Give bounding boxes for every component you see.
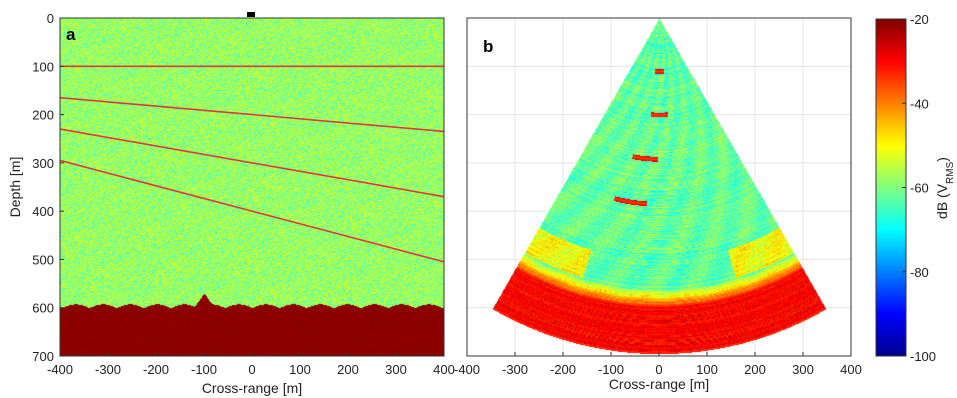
panel-a-x-tick-label: 300 (385, 362, 407, 377)
colorbar-label-sub: RMS (945, 161, 956, 184)
panel-a-y-ticks: 0 100 200 300 400 500 600 700 (32, 11, 64, 364)
panel-b-x-tick-label: 100 (696, 362, 718, 377)
panel-a-x-tick-label: -300 (95, 362, 121, 377)
panel-a-y-tick-label: 200 (32, 108, 54, 123)
panel-a-x-tick-label: 0 (248, 362, 255, 377)
panel-b-x-tick-label: 200 (744, 362, 766, 377)
panel-a-y-tick-label: 0 (47, 11, 54, 26)
panel-b-x-ticks: -400 -300 -200 -100 0 100 200 300 400 (454, 352, 862, 377)
panel-a-letter: a (66, 25, 76, 44)
panel-b-x-tick-label: 0 (655, 362, 662, 377)
panel-a-top-marker (247, 12, 255, 17)
panel-a: -400 -300 -200 -100 0 100 200 300 400 0 100 200 300… (7, 11, 455, 396)
panel-b-x-tick-label: -200 (550, 362, 576, 377)
panel-b-x-label: Cross-range [m] (609, 376, 709, 392)
colorbar-ticks: -20 -40 -60 -80 -100 (902, 12, 936, 364)
panel-a-x-tick-label: -100 (191, 362, 217, 377)
panel-a-y-tick-label: 600 (32, 301, 54, 316)
panel-b: -400 -300 -200 -100 0 100 200 300 400 b Cross-ra… (454, 17, 862, 392)
panel-a-y-tick-label: 400 (32, 204, 54, 219)
panel-b-x-tick-label: -400 (454, 362, 480, 377)
panel-b-image (467, 18, 851, 356)
panel-a-x-tick-label: 400 (433, 362, 455, 377)
panel-a-y-tick-label: 700 (32, 349, 54, 364)
colorbar: -20 -40 -60 -80 -100 dB (VRMS) (875, 12, 956, 364)
panel-a-reflector-lines (60, 65, 444, 263)
panel-a-noise-image (60, 18, 444, 356)
colorbar-tick-label: -60 (910, 181, 929, 196)
panel-b-x-tick-label: 300 (792, 362, 814, 377)
colorbar-label-main: dB (V (934, 183, 950, 219)
panel-b-x-tick-label: -300 (502, 362, 528, 377)
colorbar-tick-label: -40 (910, 96, 929, 111)
panel-b-sector-image (467, 18, 851, 356)
colorbar-tick-label: -20 (910, 12, 929, 27)
panel-a-y-tick-label: 300 (32, 156, 54, 171)
panel-b-x-tick-label: 400 (840, 362, 862, 377)
panel-a-x-tick-label: -200 (143, 362, 169, 377)
reflector-line-2 (60, 96, 444, 133)
panel-a-y-tick-label: 100 (32, 59, 54, 74)
colorbar-tick-label: -80 (910, 265, 929, 280)
reflector-line-4 (60, 159, 444, 263)
panel-a-x-tick-label: 200 (337, 362, 359, 377)
reflector-line-3 (60, 128, 444, 198)
colorbar-bar (875, 18, 907, 357)
panel-a-y-tick-label: 500 (32, 252, 54, 267)
panel-a-x-ticks: -400 -300 -200 -100 0 100 200 300 400 (47, 352, 455, 377)
panel-a-y-label: Depth [m] (7, 157, 23, 218)
panel-b-x-tick-label: -100 (598, 362, 624, 377)
panel-a-x-tick-label: 100 (289, 362, 311, 377)
colorbar-tick-label: -100 (910, 349, 936, 364)
panel-a-image (60, 18, 444, 356)
colorbar-label: dB (VRMS) (934, 157, 956, 219)
panel-a-x-label: Cross-range [m] (202, 380, 302, 396)
panel-b-letter: b (483, 37, 493, 56)
colorbar-label-close: ) (934, 157, 950, 162)
panel-a-x-tick-label: -400 (47, 362, 73, 377)
